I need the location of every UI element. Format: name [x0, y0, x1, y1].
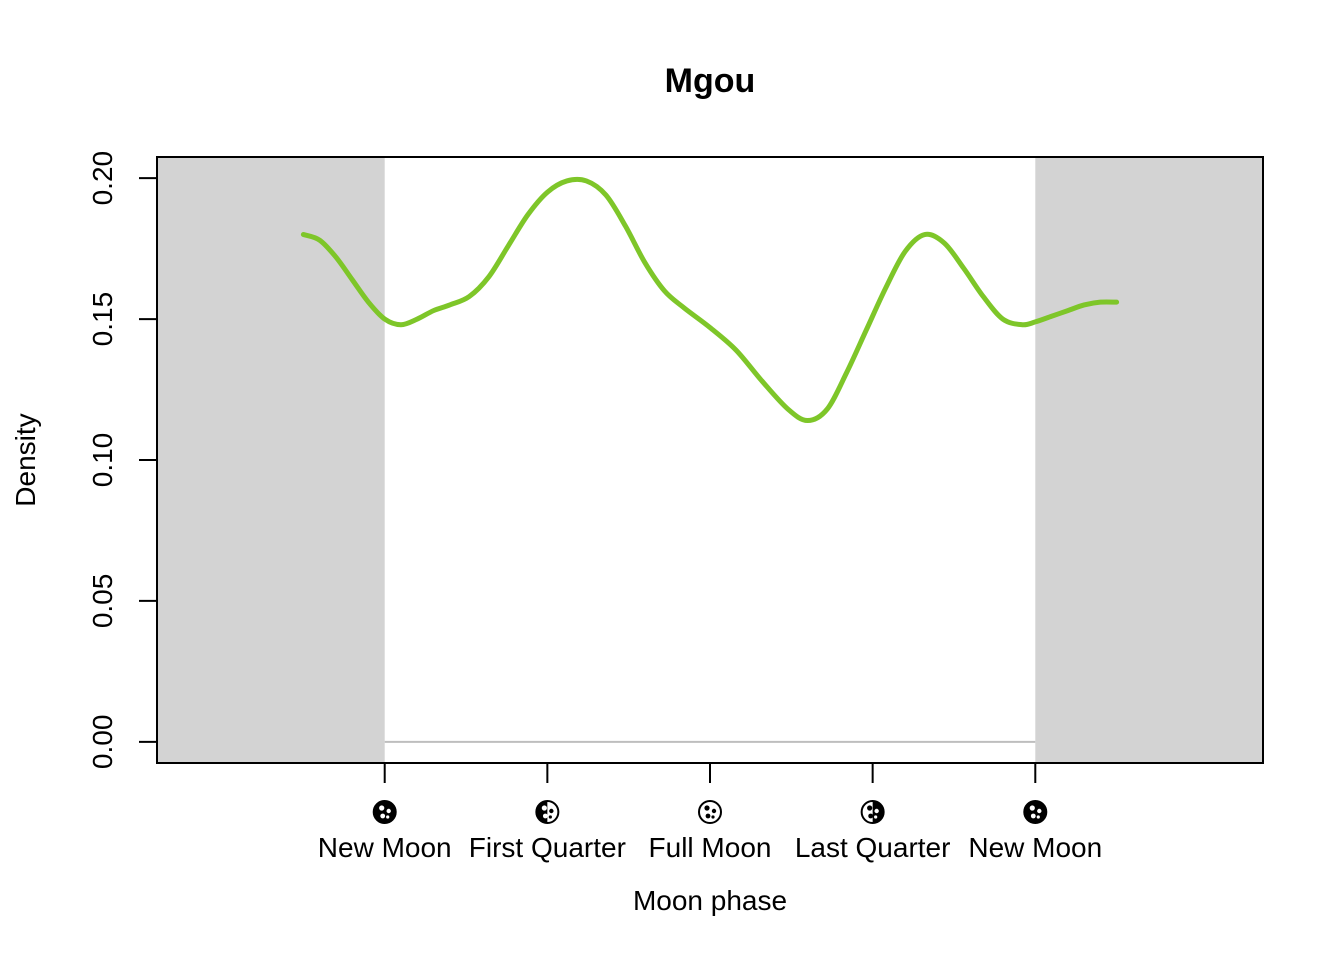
- x-tick-label-4: New Moon: [968, 832, 1102, 863]
- y-tick-label-0: 0.00: [87, 715, 118, 770]
- x-axis: New Moon First Quarter Full Moon Last Quart…: [318, 762, 1102, 863]
- first-quarter-icon: [535, 800, 560, 824]
- y-tick-label-3: 0.15: [87, 292, 118, 347]
- y-tick-label-2: 0.10: [87, 433, 118, 488]
- shaded-region-0: [157, 157, 385, 763]
- x-tick-label-1: First Quarter: [469, 832, 626, 863]
- density-line-0: [300, 176, 1120, 424]
- x-tick-label-2: Full Moon: [649, 832, 772, 863]
- chart-title: Mgou: [665, 62, 756, 100]
- x-tick-label-0: New Moon: [318, 832, 452, 863]
- full-moon-icon: [698, 800, 722, 824]
- new-moon-icon: [1023, 800, 1048, 824]
- plot-area: [156, 156, 1264, 764]
- y-axis-label: Density: [10, 413, 41, 506]
- y-axis: 0.00 0.05 0.10 0.15 0.20: [87, 151, 158, 770]
- new-moon-icon: [372, 800, 397, 824]
- y-tick-label-1: 0.05: [87, 574, 118, 629]
- last-quarter-icon: [860, 800, 885, 824]
- y-tick-label-4: 0.20: [87, 151, 118, 206]
- x-axis-label: Moon phase: [633, 885, 787, 916]
- x-tick-label-3: Last Quarter: [795, 832, 951, 863]
- shaded-region-1: [1035, 157, 1263, 763]
